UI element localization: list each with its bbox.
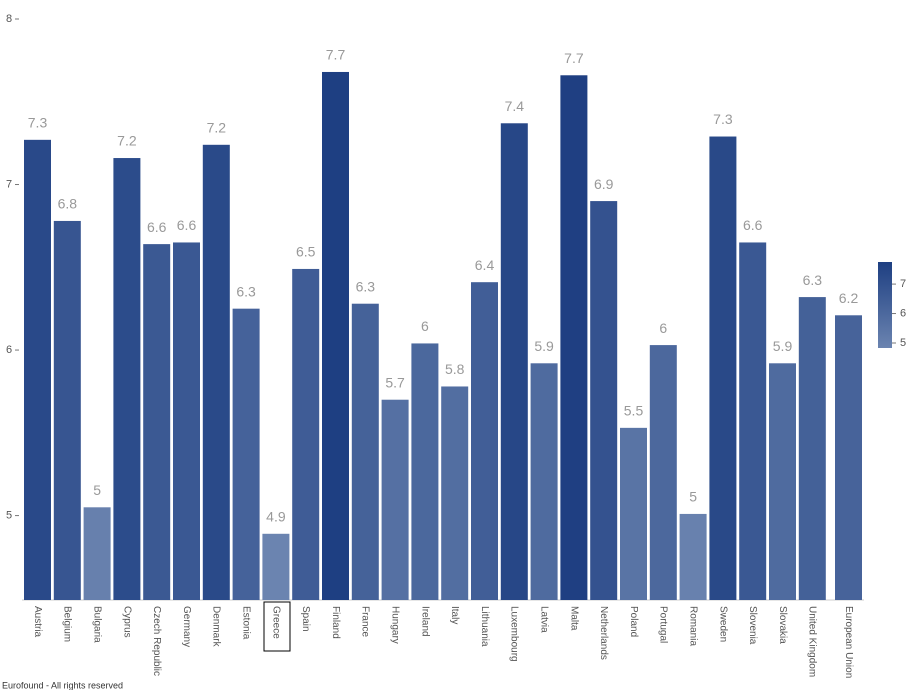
x-tick-label: European Union <box>843 606 854 678</box>
selection-box <box>263 601 291 652</box>
bar <box>471 282 498 600</box>
x-tick-label: Slovenia <box>747 606 758 645</box>
bar <box>232 308 260 600</box>
bar <box>411 343 439 600</box>
value-label: 7.7 <box>564 50 584 66</box>
bar <box>381 399 409 600</box>
value-label: 7.3 <box>28 115 48 131</box>
x-tick-label: Portugal <box>658 606 669 643</box>
bar <box>292 268 320 600</box>
bar <box>560 75 588 601</box>
bar <box>590 201 618 600</box>
bar <box>798 297 826 600</box>
x-tick-label: Malta <box>568 606 579 631</box>
x-tick-label: Estonia <box>240 606 251 640</box>
bar <box>83 507 111 600</box>
value-label: 6 <box>421 318 429 334</box>
bar <box>322 71 349 601</box>
x-tick-label: Poland <box>628 606 639 637</box>
colorbar-label: 6 <box>900 307 906 319</box>
value-label: 7.2 <box>207 120 227 136</box>
footer: Eurofound - All rights reserved <box>2 680 123 690</box>
y-tick-label: 8 <box>6 13 12 25</box>
x-tick-label: Austria <box>32 606 43 638</box>
value-label: 5.9 <box>534 338 554 354</box>
x-tick-label: Romania <box>687 606 698 646</box>
x-tick-label: Denmark <box>211 606 222 648</box>
colorbar-label: 5 <box>900 337 906 349</box>
bar <box>202 144 230 600</box>
x-tick-label: Spain <box>300 606 311 632</box>
bar <box>835 315 862 600</box>
bar <box>173 242 200 600</box>
bar <box>709 136 737 600</box>
bar <box>620 427 647 600</box>
value-label: 6.9 <box>594 176 614 192</box>
x-tick-label: France <box>360 606 371 638</box>
value-label: 6.3 <box>236 283 256 299</box>
bar <box>113 158 141 601</box>
x-tick-label: Finland <box>330 606 341 639</box>
x-tick-label: Cyprus <box>121 606 132 638</box>
x-tick-label: Czech Republic <box>151 606 162 676</box>
bar <box>351 303 379 600</box>
value-label: 6.3 <box>356 278 376 294</box>
x-tick-label: Bulgaria <box>91 606 102 643</box>
bar <box>143 244 171 600</box>
bar <box>769 363 796 600</box>
value-label: 5.9 <box>773 338 793 354</box>
bar <box>500 123 528 601</box>
x-tick-label: Sweden <box>717 606 728 642</box>
x-tick-label: Belgium <box>62 606 73 642</box>
y-tick-label: 7 <box>6 178 12 190</box>
x-tick-label: Latvia <box>538 606 549 633</box>
value-label: 4.9 <box>266 508 286 524</box>
x-tick-label: Germany <box>181 606 192 647</box>
x-tick-label: Greece <box>270 606 281 639</box>
value-label: 5 <box>93 482 101 498</box>
value-label: 7.4 <box>505 98 525 114</box>
value-label: 6.8 <box>58 196 78 212</box>
y-tick-label: 6 <box>6 344 12 356</box>
x-tick-label: Lithuania <box>479 606 490 647</box>
bar <box>679 513 707 600</box>
value-label: 5.8 <box>445 361 465 377</box>
x-tick-label: Italy <box>449 606 460 624</box>
colorbar <box>878 262 892 348</box>
value-label: 6.4 <box>475 257 495 273</box>
value-label: 6 <box>659 320 667 336</box>
value-label: 7.3 <box>713 111 733 127</box>
bar <box>649 345 677 600</box>
value-label: 6.2 <box>839 290 859 306</box>
x-tick-label: Slovakia <box>777 606 788 644</box>
x-tick-label: United Kingdom <box>807 606 818 677</box>
value-label: 6.6 <box>743 217 763 233</box>
bar <box>739 242 767 600</box>
bar <box>24 139 51 600</box>
bar <box>530 363 558 600</box>
x-tick-label: Luxembourg <box>509 606 520 662</box>
y-tick-label: 5 <box>6 509 12 521</box>
bar <box>262 533 290 600</box>
x-tick-label: Netherlands <box>598 606 609 660</box>
bar <box>441 386 469 600</box>
colorbar-label: 7 <box>900 278 906 290</box>
value-label: 5.5 <box>624 403 644 419</box>
value-label: 7.2 <box>117 133 137 149</box>
bar <box>53 220 81 600</box>
value-label: 5.7 <box>385 374 405 390</box>
value-label: 6.3 <box>803 272 823 288</box>
value-label: 6.6 <box>147 219 167 235</box>
x-tick-label: Hungary <box>389 606 400 644</box>
value-label: 7.7 <box>326 47 346 63</box>
value-label: 6.5 <box>296 244 316 260</box>
value-label: 5 <box>689 489 697 505</box>
value-label: 6.6 <box>177 217 197 233</box>
x-tick-label: Ireland <box>419 606 430 637</box>
